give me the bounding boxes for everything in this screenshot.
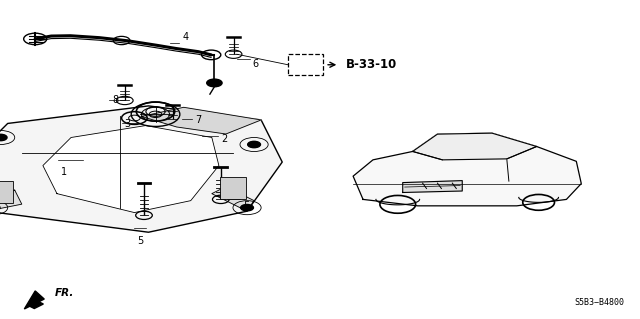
Text: B-33-10: B-33-10 <box>346 58 397 71</box>
Text: 3: 3 <box>125 119 131 130</box>
Circle shape <box>241 204 253 211</box>
Text: 5: 5 <box>243 201 250 211</box>
Text: S5B3−B4800: S5B3−B4800 <box>574 298 624 307</box>
Polygon shape <box>24 291 44 309</box>
Bar <box>0 181 13 203</box>
Polygon shape <box>413 133 536 160</box>
Text: 5: 5 <box>138 236 144 246</box>
Bar <box>220 177 246 199</box>
Polygon shape <box>43 126 219 212</box>
Polygon shape <box>0 106 282 232</box>
Text: 6: 6 <box>253 59 259 69</box>
Circle shape <box>207 79 222 87</box>
Text: 8: 8 <box>112 95 118 106</box>
Circle shape <box>0 134 7 141</box>
Polygon shape <box>353 133 581 206</box>
Text: 7: 7 <box>195 115 202 125</box>
Circle shape <box>248 141 260 148</box>
Text: FR.: FR. <box>54 288 74 299</box>
Polygon shape <box>141 107 261 134</box>
Bar <box>288 54 323 75</box>
Text: 1: 1 <box>61 167 67 177</box>
Polygon shape <box>212 187 254 211</box>
Polygon shape <box>0 190 22 211</box>
Polygon shape <box>403 181 462 192</box>
Text: 2: 2 <box>221 134 227 144</box>
Text: 4: 4 <box>182 32 189 42</box>
